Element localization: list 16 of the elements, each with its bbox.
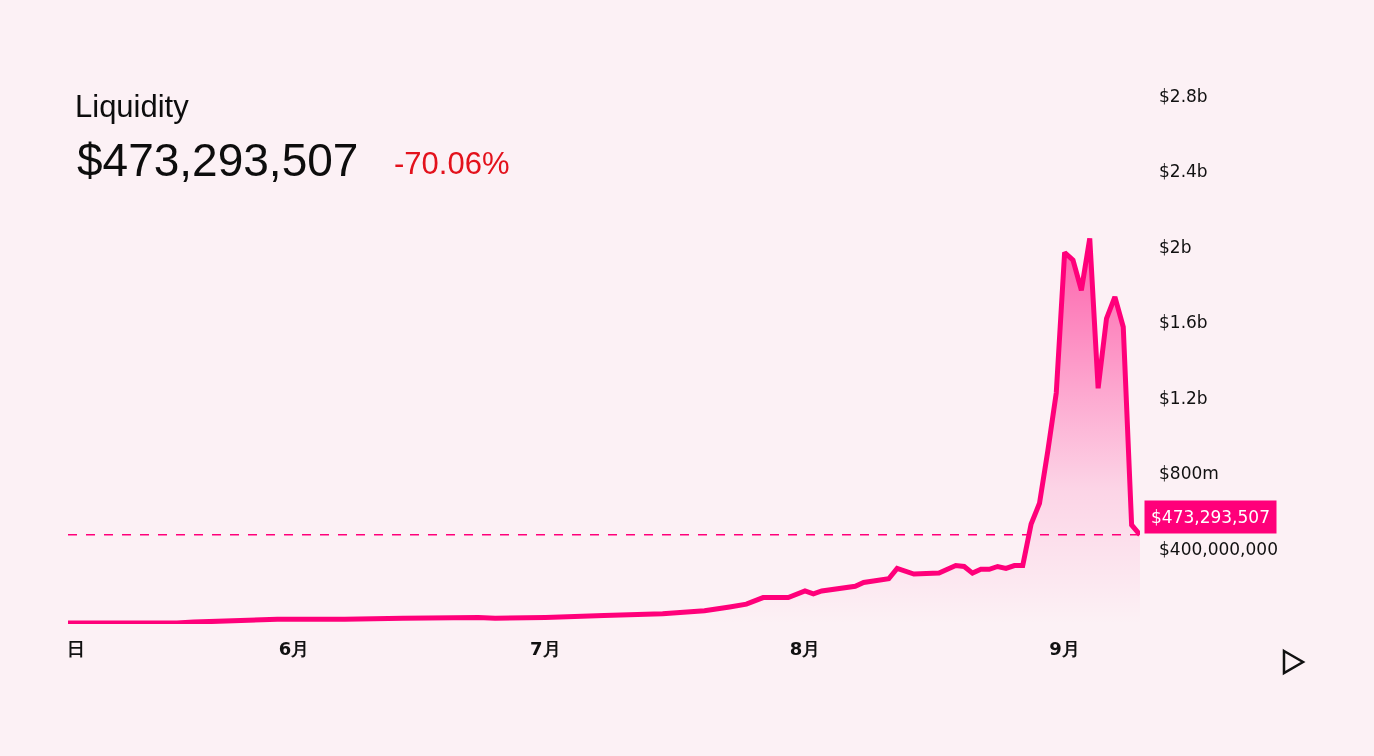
text: $473,293,507: [77, 134, 359, 186]
chart-title: Liquidity: [75, 88, 190, 124]
y-tick-label: $2.8b: [1159, 85, 1208, 106]
x-tick-label: 6月: [278, 638, 310, 659]
y-tick-label: $2.4b: [1159, 161, 1208, 182]
annotation: -70.06%: [394, 146, 510, 181]
y-tick-label: $400,000,000: [1159, 538, 1278, 559]
y-tick-label: $800m: [1159, 463, 1219, 484]
x-tick-label: 7月: [530, 638, 561, 659]
ref-line-label: $473,293,507: [1151, 507, 1270, 527]
y-tick-label: $2b: [1159, 236, 1192, 257]
y-tick-label: $1.6b: [1159, 312, 1208, 333]
x-tick-label: 9月: [1049, 638, 1080, 659]
x-tick-label: 8月: [789, 638, 821, 659]
y-tick-label: $1.2b: [1159, 387, 1208, 408]
x-tick-label: 日: [67, 638, 86, 659]
